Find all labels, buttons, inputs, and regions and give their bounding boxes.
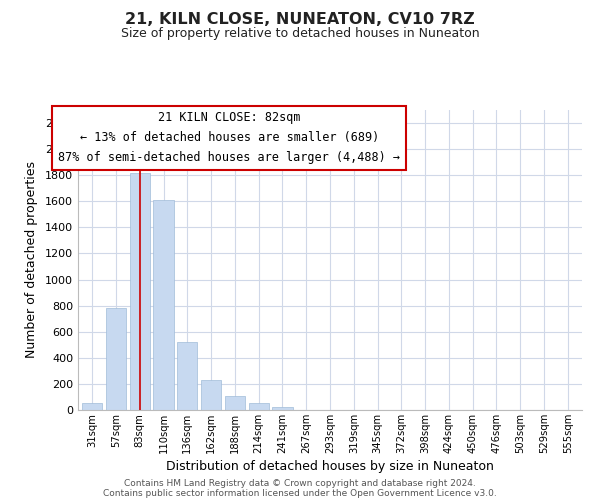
Text: Contains HM Land Registry data © Crown copyright and database right 2024.: Contains HM Land Registry data © Crown c… <box>124 478 476 488</box>
Bar <box>177 342 197 410</box>
Text: Size of property relative to detached houses in Nuneaton: Size of property relative to detached ho… <box>121 28 479 40</box>
X-axis label: Distribution of detached houses by size in Nuneaton: Distribution of detached houses by size … <box>166 460 494 473</box>
Bar <box>225 396 245 410</box>
Bar <box>130 172 150 410</box>
Text: 21, KILN CLOSE, NUNEATON, CV10 7RZ: 21, KILN CLOSE, NUNEATON, CV10 7RZ <box>125 12 475 28</box>
Bar <box>154 200 173 410</box>
Bar <box>201 380 221 410</box>
Bar <box>248 403 269 410</box>
Bar <box>272 407 293 410</box>
Y-axis label: Number of detached properties: Number of detached properties <box>25 162 38 358</box>
Bar <box>82 404 103 410</box>
Text: Contains public sector information licensed under the Open Government Licence v3: Contains public sector information licen… <box>103 488 497 498</box>
Bar <box>106 308 126 410</box>
Text: 21 KILN CLOSE: 82sqm
← 13% of detached houses are smaller (689)
87% of semi-deta: 21 KILN CLOSE: 82sqm ← 13% of detached h… <box>58 112 400 164</box>
